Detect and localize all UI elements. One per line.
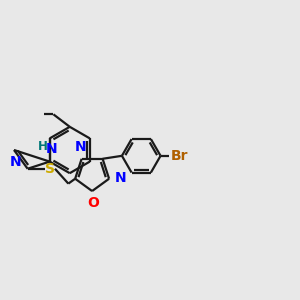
Text: H: H — [38, 140, 48, 153]
Text: N: N — [114, 171, 126, 185]
Text: N: N — [10, 155, 21, 169]
Text: S: S — [45, 162, 55, 176]
Text: Br: Br — [170, 149, 188, 163]
Text: N: N — [45, 142, 57, 156]
Text: O: O — [88, 196, 100, 209]
Text: N: N — [74, 140, 86, 154]
